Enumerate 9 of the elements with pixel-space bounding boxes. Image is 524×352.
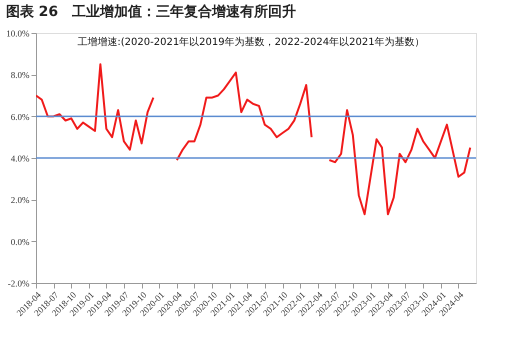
y-tick-label: 4.0% — [10, 154, 30, 164]
annotation: 工增增速:(2020-2021年以2019年为基数，2022-2024年以2021年为基数） — [77, 36, 425, 48]
y-tick-label: 2.0% — [10, 195, 30, 206]
y-tick-label: -2.0% — [8, 278, 30, 288]
y-tick-label: 0.0% — [10, 236, 30, 247]
y-tick-label: 8.0% — [10, 70, 30, 80]
y-tick-label: 6.0% — [10, 112, 30, 122]
y-tick-label: 10.0% — [6, 28, 30, 38]
chart-title: 图表 26 工业增加值：三年复合增速有所回升 — [6, 3, 296, 20]
